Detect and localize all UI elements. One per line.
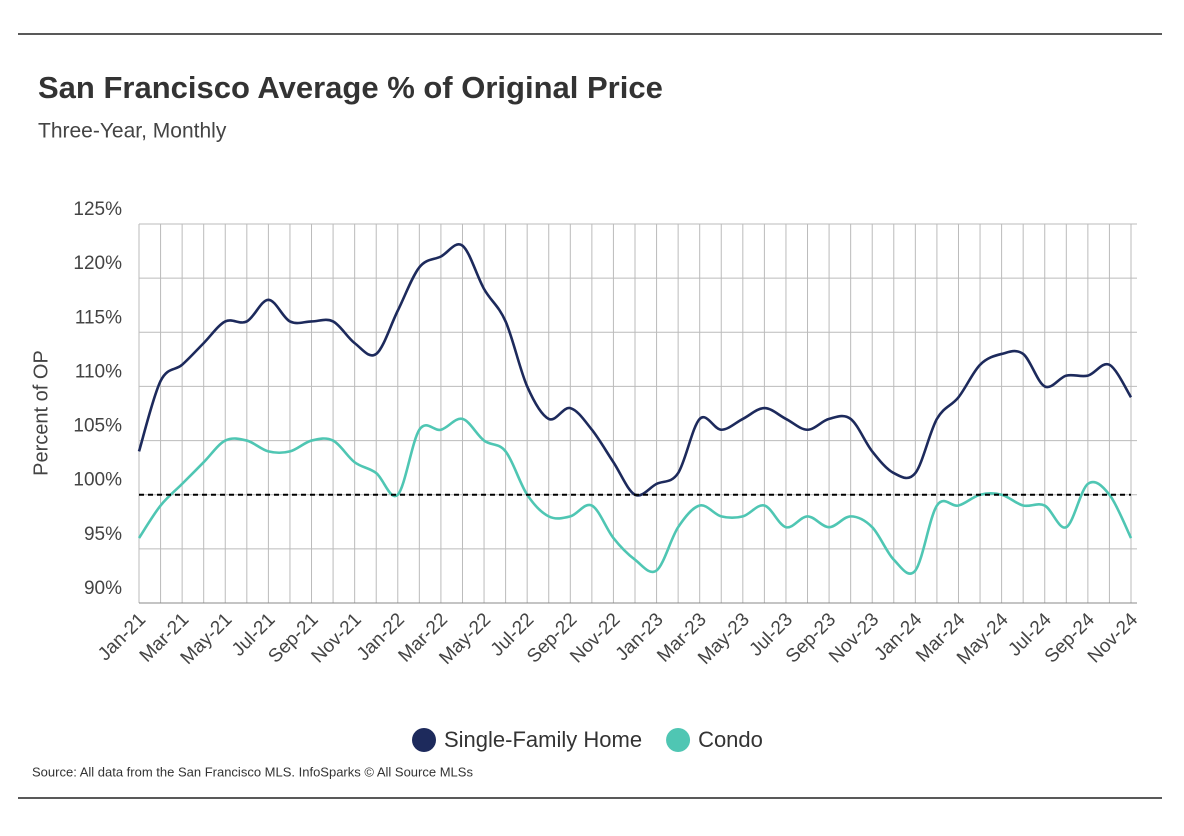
chart-subtitle: Three-Year, Monthly — [38, 120, 227, 143]
y-tick-label: 100% — [73, 470, 122, 491]
legend-label: Single-Family Home — [444, 727, 642, 752]
y-axis-label: Percent of OP — [30, 350, 52, 476]
series-line — [137, 417, 1133, 575]
y-tick-label: 90% — [84, 578, 122, 599]
y-tick-label: 95% — [84, 524, 122, 545]
legend: Single-Family Home Condo — [412, 727, 763, 752]
y-tick-label: 105% — [73, 416, 122, 437]
y-tick-label: 110% — [75, 361, 122, 382]
chart-title: San Francisco Average % of Original Pric… — [38, 70, 663, 105]
y-tick-label: 125% — [73, 199, 122, 220]
y-tick-label: 115% — [75, 307, 122, 328]
x-tick-label: Nov-24 — [1084, 609, 1142, 667]
y-tick-label: 120% — [73, 253, 122, 274]
source-note: Source: All data from the San Francisco … — [32, 764, 473, 779]
legend-swatch — [666, 728, 691, 752]
legend-swatch — [412, 728, 436, 752]
legend-label: Condo — [698, 727, 763, 752]
